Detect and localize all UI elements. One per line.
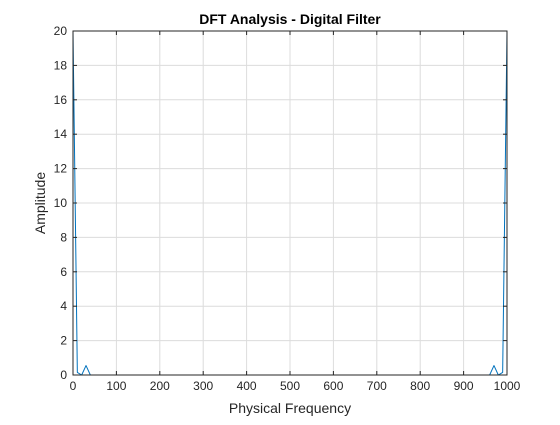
x-tick-label: 900 — [454, 379, 474, 393]
x-tick-label: 400 — [237, 379, 257, 393]
y-tick-label: 6 — [60, 265, 67, 279]
y-axis-label: Amplitude — [32, 172, 48, 234]
x-tick-label: 300 — [193, 379, 213, 393]
grid — [73, 31, 507, 375]
ticks: 0 100 200 300 400 500 600 700 800 900 1000 0 2 4 6 8 10 1… — [54, 24, 521, 393]
x-tick-label: 800 — [410, 379, 430, 393]
y-tick-label: 8 — [60, 230, 67, 244]
x-tick-label: 0 — [70, 379, 77, 393]
x-tick-label: 500 — [280, 379, 300, 393]
y-tick-label: 16 — [54, 93, 68, 107]
x-tick-label: 600 — [323, 379, 343, 393]
y-tick-label: 2 — [60, 334, 67, 348]
y-tick-label: 14 — [54, 127, 68, 141]
chart-title: DFT Analysis - Digital Filter — [199, 11, 381, 27]
y-tick-label: 0 — [60, 368, 67, 382]
x-tick-label: 1000 — [494, 379, 521, 393]
y-tick-label: 10 — [54, 196, 68, 210]
y-tick-label: 4 — [60, 299, 67, 313]
y-tick-label: 18 — [54, 58, 68, 72]
y-tick-label: 12 — [54, 162, 68, 176]
x-tick-label: 100 — [106, 379, 126, 393]
x-axis-label: Physical Frequency — [229, 400, 351, 416]
x-tick-label: 700 — [367, 379, 387, 393]
y-tick-label: 20 — [54, 24, 68, 38]
x-tick-label: 200 — [150, 379, 170, 393]
